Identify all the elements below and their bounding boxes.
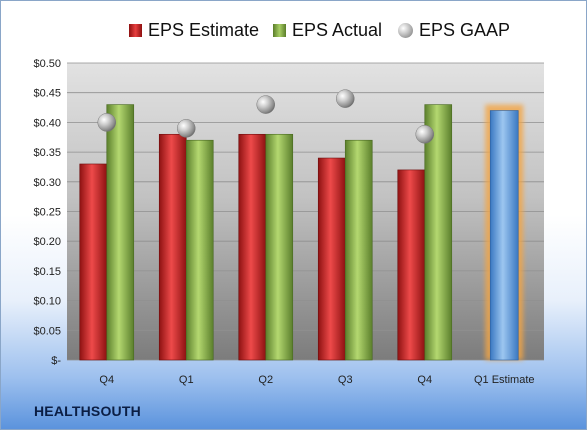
- marker-eps-gaap: [415, 125, 434, 144]
- x-tick-label: Q4: [99, 374, 114, 386]
- bar-eps-actual: [424, 104, 453, 361]
- x-tick-label: Q3: [338, 374, 353, 386]
- marker-eps-gaap: [256, 95, 275, 114]
- marker-eps-gaap: [97, 113, 116, 132]
- y-tick-label: $-: [51, 355, 61, 367]
- y-tick-label: $0.45: [33, 88, 61, 100]
- bar-eps-actual: [265, 133, 294, 361]
- bar-eps-actual: [106, 104, 135, 361]
- y-tick-label: $0.15: [33, 266, 61, 278]
- y-tick-label: $0.35: [33, 147, 61, 159]
- y-tick-label: $0.25: [33, 207, 61, 219]
- y-tick-label: $0.20: [33, 236, 61, 248]
- marker-eps-gaap: [177, 119, 196, 138]
- legend-label-estimate: EPS Estimate: [148, 19, 260, 40]
- bar-eps-estimate: [397, 169, 426, 361]
- legend-swatch-actual: [273, 23, 286, 37]
- y-tick-label: $0.30: [33, 177, 61, 189]
- bar-eps-forecast: [489, 110, 519, 361]
- legend-swatch-gaap: [398, 22, 413, 38]
- bar-eps-actual: [344, 139, 373, 361]
- company-name: HEALTHSOUTH: [34, 403, 141, 419]
- marker-eps-gaap: [336, 89, 355, 108]
- legend-item-eps-actual: EPS Actual: [273, 17, 382, 43]
- bar-eps-estimate: [238, 133, 267, 361]
- legend-label-actual: EPS Actual: [292, 19, 383, 40]
- legend-label-gaap: EPS GAAP: [419, 19, 511, 40]
- bar-eps-estimate: [158, 133, 187, 361]
- x-tick-label: Q2: [258, 374, 273, 386]
- y-tick-label: $0.10: [33, 296, 61, 308]
- y-tick-label: $0.40: [33, 117, 61, 129]
- x-tick-label: Q4: [417, 374, 432, 386]
- y-tick-label: $0.50: [33, 58, 61, 70]
- legend-swatch-estimate: [129, 23, 142, 37]
- chart-legend: EPS Estimate EPS Actual EPS GAAP: [1, 17, 586, 43]
- legend-item-eps-gaap: EPS GAAP: [398, 17, 510, 43]
- x-tick-label: Q1 Estimate: [474, 374, 535, 386]
- y-tick-label: $0.05: [33, 325, 61, 337]
- x-tick-label: Q1: [179, 374, 194, 386]
- bar-eps-actual: [185, 139, 214, 361]
- legend-item-eps-estimate: EPS Estimate: [129, 17, 259, 43]
- bar-eps-estimate: [79, 163, 108, 361]
- bar-eps-estimate: [317, 157, 346, 361]
